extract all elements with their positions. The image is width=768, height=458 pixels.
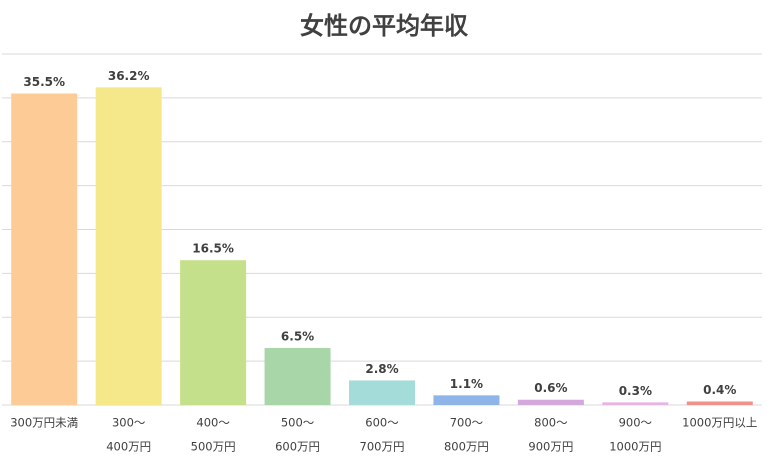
x-tick-label: 500万円 <box>191 440 236 454</box>
bar <box>517 399 584 405</box>
value-label: 36.2% <box>108 69 150 83</box>
value-label: 0.3% <box>619 384 652 398</box>
bar <box>180 260 247 405</box>
x-tick-label: 500～ <box>281 416 315 430</box>
x-tick-label: 600～ <box>365 416 399 430</box>
x-tick-label: 1000万円以上 <box>682 416 757 430</box>
x-tick-label: 900万円 <box>528 440 573 454</box>
bar <box>349 380 415 405</box>
x-tick-label: 600万円 <box>275 440 320 454</box>
x-tick-label: 300万円未満 <box>10 416 78 430</box>
value-label: 6.5% <box>281 329 314 343</box>
x-tick-label: 700万円 <box>360 440 405 454</box>
bar <box>433 395 500 405</box>
value-label: 2.8% <box>365 362 398 376</box>
x-tick-label: 1000万円 <box>609 440 661 454</box>
bar <box>95 87 162 405</box>
x-tick-label: 300～ <box>112 416 146 430</box>
bar <box>686 401 753 405</box>
x-tick-label: 800万円 <box>444 440 489 454</box>
value-label: 16.5% <box>192 242 234 256</box>
bar <box>264 347 331 405</box>
x-tick-label: 900～ <box>619 416 653 430</box>
value-label: 0.4% <box>703 383 736 397</box>
value-label: 1.1% <box>450 377 483 391</box>
value-label: 0.6% <box>534 381 567 395</box>
value-label: 35.5% <box>23 75 65 89</box>
x-tick-label: 700～ <box>450 416 484 430</box>
x-tick-label: 800～ <box>534 416 568 430</box>
bar <box>11 93 78 406</box>
x-tick-label: 400～ <box>196 416 230 430</box>
bar <box>602 402 669 405</box>
x-tick-label: 400万円 <box>106 440 151 454</box>
chart-title: 女性の平均年収 <box>300 12 469 40</box>
